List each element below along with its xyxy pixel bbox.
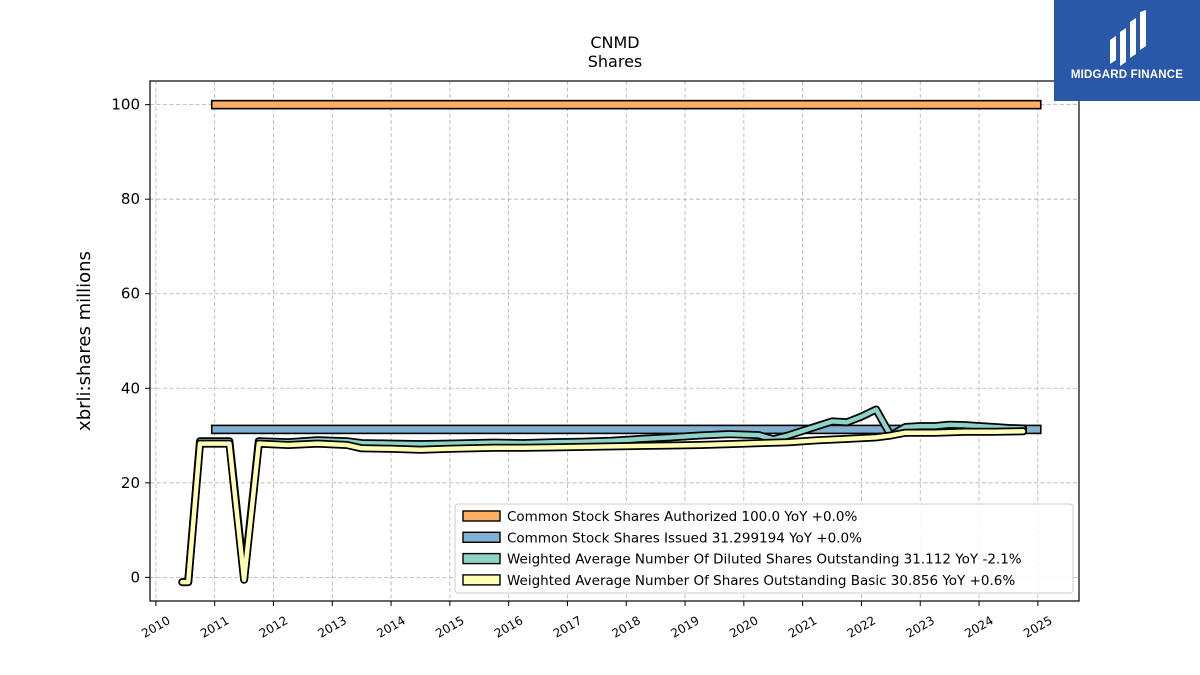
x-tick-label: 2020 [727,613,760,640]
midgard-finance-logo: MIDGARD FINANCE [1054,0,1200,101]
y-tick-label: 80 [121,190,140,208]
logo-text: MIDGARD FINANCE [1070,69,1184,81]
series-line-3 [180,429,1026,585]
x-tick-label: 2013 [316,613,349,640]
legend-box [454,503,1074,594]
series-band-1 [210,424,1042,435]
x-tick-label: 2011 [198,613,231,640]
x-tick-label: 2018 [610,613,643,640]
x-tick-label: 2010 [139,613,172,640]
series-band-0 [210,99,1042,110]
y-tick-label: 0 [130,568,140,586]
legend-label-3: Weighted Average Number Of Shares Outsta… [507,573,1015,589]
x-tick-label: 2016 [492,613,525,640]
x-tick-label: 2025 [1021,613,1054,640]
series-layer [178,99,1042,587]
x-tick-label: 2015 [433,613,466,640]
legend-label-0: Common Stock Shares Authorized 100.0 YoY… [507,509,857,525]
x-tick-label: 2014 [374,613,407,640]
grid-lines [150,81,1079,601]
x-tick-label: 2012 [257,613,290,640]
legend-swatch-3 [462,574,501,586]
x-tick-label: 2023 [904,613,937,640]
x-tick-label: 2019 [668,613,701,640]
plot-frame [149,80,1080,602]
legend-swatch-0 [462,510,501,522]
y-tick-label: 40 [121,379,140,397]
legend-label-2: Weighted Average Number Of Diluted Share… [507,552,1022,568]
x-tick-label: 2022 [845,613,878,640]
legend: Common Stock Shares Authorized 100.0 YoY… [454,503,1074,594]
x-tick-label: 2024 [962,613,995,640]
legend-label-1: Common Stock Shares Issued 31.299194 YoY… [507,530,862,546]
y-axis-label: xbrli:shares millions [74,251,95,431]
x-tick-label: 2017 [551,613,584,640]
y-tick-label: 20 [121,474,140,492]
legend-swatch-1 [462,531,501,543]
x-tick-label: 2021 [786,613,819,640]
chart-title: CNMD [590,33,639,52]
y-tick-label: 60 [121,285,140,303]
legend-swatch-2 [462,552,501,565]
chart-subtitle: Shares [588,52,643,71]
midgard-logo-icon [1110,10,1146,66]
y-tick-label: 100 [111,96,140,114]
